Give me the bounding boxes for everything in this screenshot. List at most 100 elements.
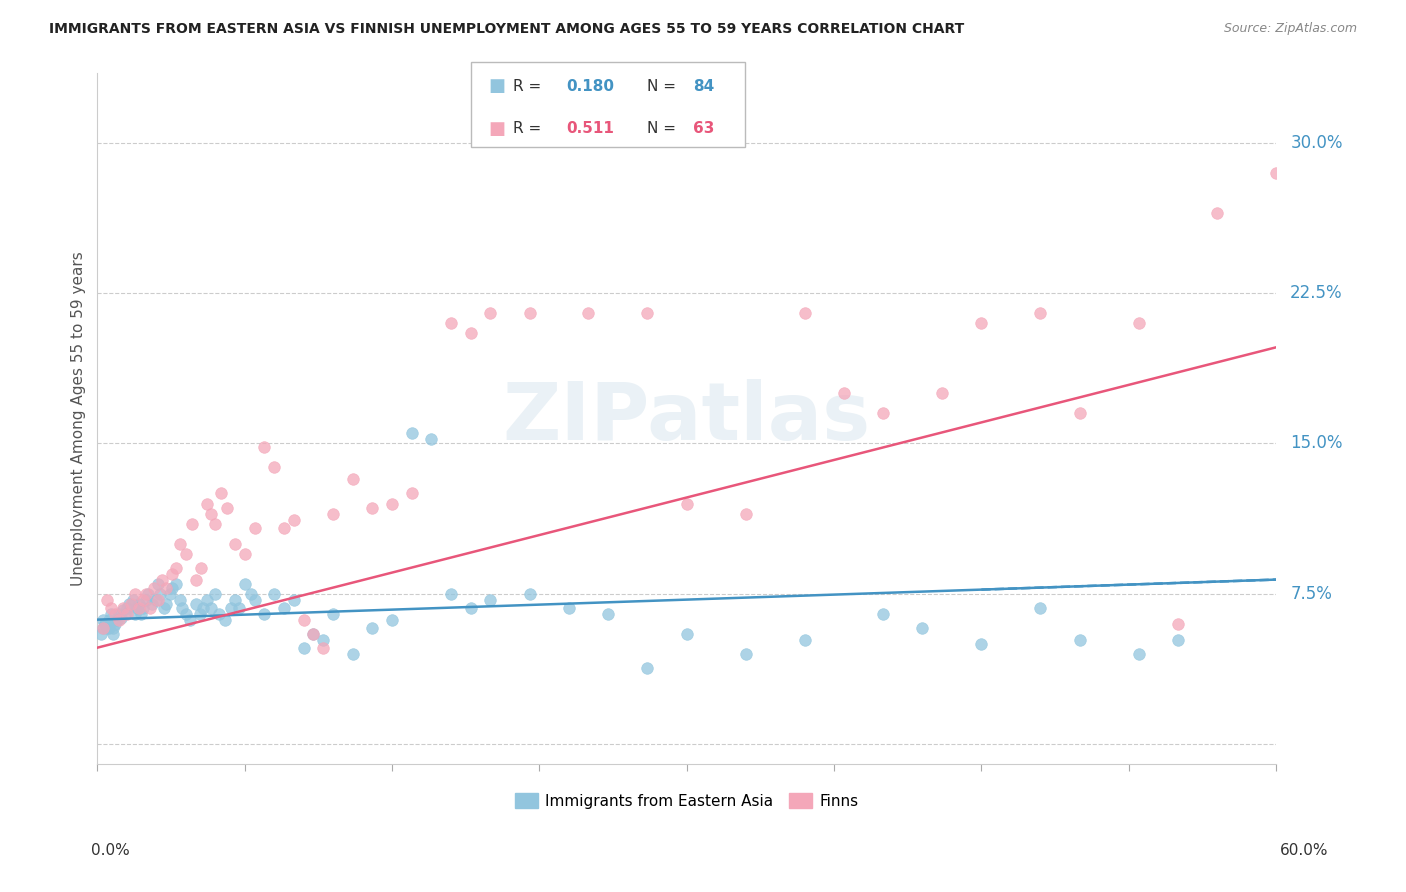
Point bbox=[153, 600, 176, 615]
Text: 0.511: 0.511 bbox=[567, 121, 614, 136]
Point bbox=[224, 592, 246, 607]
Point bbox=[195, 496, 218, 510]
Point bbox=[120, 597, 142, 611]
Point bbox=[911, 621, 934, 635]
Point bbox=[91, 613, 114, 627]
Point bbox=[675, 496, 697, 510]
Text: 60.0%: 60.0% bbox=[1281, 843, 1329, 858]
Point bbox=[239, 586, 262, 600]
Point bbox=[273, 520, 295, 534]
Point bbox=[342, 647, 364, 661]
Point bbox=[361, 500, 384, 515]
Point bbox=[1265, 166, 1288, 180]
Point bbox=[169, 592, 191, 607]
Point bbox=[128, 597, 150, 611]
Point bbox=[233, 576, 256, 591]
Point bbox=[91, 621, 114, 635]
Text: 15.0%: 15.0% bbox=[1291, 434, 1343, 452]
Point bbox=[111, 602, 134, 616]
Point bbox=[100, 600, 122, 615]
Point bbox=[636, 306, 658, 320]
Point bbox=[104, 607, 127, 621]
Point bbox=[180, 516, 202, 531]
Point bbox=[174, 607, 197, 621]
Point bbox=[165, 560, 187, 574]
Point bbox=[129, 607, 152, 621]
Point bbox=[224, 536, 246, 550]
Text: 0.180: 0.180 bbox=[567, 78, 614, 94]
Point bbox=[121, 592, 143, 607]
Point bbox=[1128, 647, 1150, 661]
Point bbox=[149, 586, 172, 600]
Point bbox=[1069, 632, 1091, 647]
Point bbox=[253, 441, 276, 455]
Point bbox=[440, 586, 463, 600]
Point bbox=[931, 386, 953, 401]
Point bbox=[159, 586, 181, 600]
Text: ■: ■ bbox=[488, 120, 505, 137]
Point bbox=[170, 600, 193, 615]
Point bbox=[98, 621, 121, 635]
Point bbox=[195, 592, 218, 607]
Text: R =: R = bbox=[513, 78, 541, 94]
Text: Source: ZipAtlas.com: Source: ZipAtlas.com bbox=[1223, 22, 1357, 36]
Text: N =: N = bbox=[647, 78, 676, 94]
Point bbox=[322, 507, 344, 521]
Point bbox=[115, 600, 138, 615]
Text: 84: 84 bbox=[693, 78, 714, 94]
Point bbox=[165, 576, 187, 591]
Point bbox=[108, 613, 131, 627]
Point bbox=[228, 600, 250, 615]
Point bbox=[143, 581, 166, 595]
Point bbox=[1128, 316, 1150, 330]
Point bbox=[460, 600, 482, 615]
Point bbox=[598, 607, 620, 621]
Point bbox=[1029, 306, 1052, 320]
Text: 7.5%: 7.5% bbox=[1291, 584, 1331, 603]
Point bbox=[155, 581, 177, 595]
Point bbox=[209, 486, 232, 500]
Text: N =: N = bbox=[647, 121, 676, 136]
Text: ZIPatlas: ZIPatlas bbox=[502, 379, 870, 458]
Point bbox=[283, 592, 305, 607]
Point bbox=[970, 316, 993, 330]
Point bbox=[148, 576, 170, 591]
Legend: Immigrants from Eastern Asia, Finns: Immigrants from Eastern Asia, Finns bbox=[509, 787, 865, 815]
Point bbox=[292, 640, 315, 655]
Point bbox=[263, 460, 285, 475]
Point bbox=[401, 486, 423, 500]
Point bbox=[420, 433, 443, 447]
Point bbox=[190, 560, 212, 574]
Point bbox=[519, 306, 541, 320]
Text: 0.0%: 0.0% bbox=[91, 843, 131, 858]
Point bbox=[131, 592, 153, 607]
Point bbox=[100, 607, 122, 621]
Point bbox=[1167, 616, 1189, 631]
Point bbox=[184, 597, 207, 611]
Point bbox=[135, 592, 157, 607]
Point bbox=[139, 600, 162, 615]
Point bbox=[200, 507, 222, 521]
Point bbox=[174, 547, 197, 561]
Point bbox=[253, 607, 276, 621]
Point bbox=[1167, 632, 1189, 647]
Point bbox=[263, 586, 285, 600]
Point bbox=[381, 496, 404, 510]
Point bbox=[243, 592, 266, 607]
Text: 63: 63 bbox=[693, 121, 714, 136]
Point bbox=[148, 592, 170, 607]
Text: R =: R = bbox=[513, 121, 541, 136]
Point bbox=[204, 516, 226, 531]
Point bbox=[96, 592, 118, 607]
Point bbox=[208, 607, 231, 621]
Point bbox=[200, 600, 222, 615]
Point bbox=[169, 536, 191, 550]
Point bbox=[342, 473, 364, 487]
Point bbox=[91, 621, 114, 635]
Text: IMMIGRANTS FROM EASTERN ASIA VS FINNISH UNEMPLOYMENT AMONG AGES 55 TO 59 YEARS C: IMMIGRANTS FROM EASTERN ASIA VS FINNISH … bbox=[49, 22, 965, 37]
Point bbox=[125, 600, 148, 615]
Text: ■: ■ bbox=[488, 78, 505, 95]
Point bbox=[214, 613, 236, 627]
Point bbox=[479, 592, 502, 607]
Point bbox=[734, 647, 756, 661]
